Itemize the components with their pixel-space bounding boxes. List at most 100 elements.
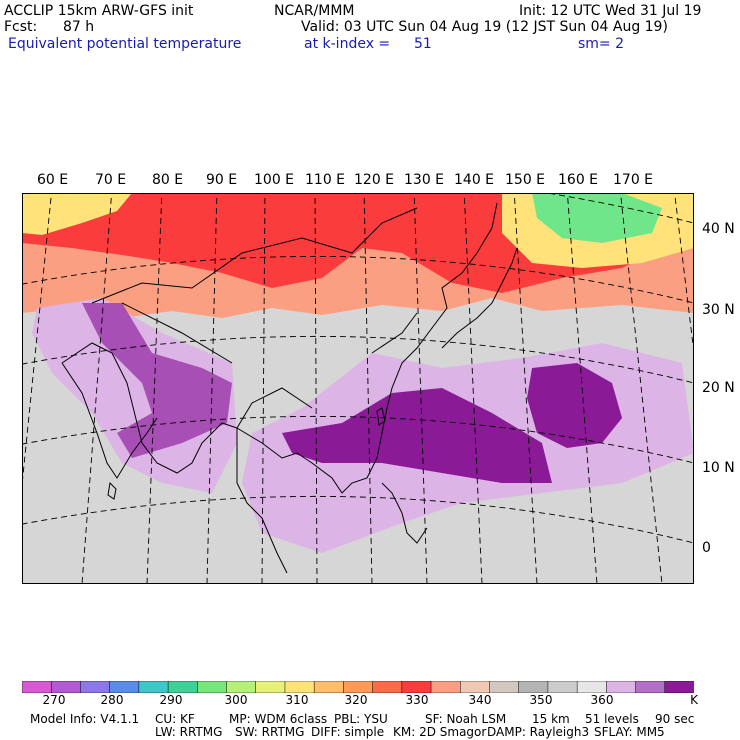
moist-core-typhoon — [527, 363, 622, 448]
lat-label: 0 — [702, 540, 711, 556]
colorbar-swatch — [518, 681, 549, 693]
lon-label: 130 E — [404, 172, 445, 188]
field-name: Equivalent potential temperature — [8, 36, 242, 52]
japan-outline — [441, 247, 518, 349]
colorbar-swatch — [138, 681, 169, 693]
colorbar-swatch — [109, 681, 140, 693]
meridian-line — [261, 193, 266, 584]
footer-diff: DIFF: simple — [311, 725, 385, 739]
colorbar-swatch — [284, 681, 315, 693]
lon-label: 110 E — [305, 172, 346, 188]
colorbar — [22, 681, 694, 693]
lat-label: 30 N — [702, 302, 735, 318]
colorbar-swatch — [167, 681, 198, 693]
lon-label: 160 E — [558, 172, 599, 188]
meridian-line — [620, 193, 663, 584]
meridian-line — [566, 193, 598, 584]
colorbar-tick: 350 — [529, 693, 553, 707]
lon-label: 100 E — [254, 172, 295, 188]
colorbar-swatch — [372, 681, 403, 693]
lon-label: 120 E — [354, 172, 395, 188]
colorbar-tick: 330 — [405, 693, 429, 707]
meridian-line — [206, 193, 218, 584]
footer-timestep: 90 sec — [655, 712, 695, 726]
forecast-label: Fcst: — [4, 19, 38, 35]
footer-sw: SW: RRTMG — [235, 725, 305, 739]
colorbar-swatch — [197, 681, 228, 693]
colorbar-tick: 320 — [344, 693, 368, 707]
lat-label: 20 N — [702, 380, 735, 396]
lon-label: 140 E — [454, 172, 495, 188]
colorbar-swatch — [489, 681, 520, 693]
colorbar-tick: 280 — [100, 693, 124, 707]
colorbar-swatch — [606, 681, 637, 693]
theta-e-map — [22, 193, 694, 584]
meridian-line — [513, 193, 538, 584]
colorbar-swatch — [80, 681, 111, 693]
footer-cu: CU: KF — [155, 712, 195, 726]
organization-label: NCAR/MMM — [274, 3, 355, 19]
parallel-line — [22, 255, 694, 304]
lon-label: 170 E — [613, 172, 654, 188]
meridian-line — [314, 193, 318, 584]
philippines-outline — [381, 482, 428, 544]
footer-km: KM: 2D Smagor — [393, 725, 487, 739]
lon-label: 80 E — [152, 172, 184, 188]
footer-sf: SF: Noah LSM — [425, 712, 507, 726]
footer-resolution: 15 km — [532, 712, 570, 726]
moist-core-south-china-sea — [282, 388, 552, 483]
taiwan-outline — [376, 407, 386, 426]
footer-levels: 51 levels — [585, 712, 639, 726]
init-time: Init: 12 UTC Wed 31 Jul 19 — [519, 3, 702, 19]
level-label: at k-index = — [304, 36, 391, 52]
sri-lanka-outline — [107, 481, 117, 500]
colorbar-swatch — [22, 681, 52, 693]
lon-label: 70 E — [95, 172, 127, 188]
colorbar-swatch — [576, 681, 607, 693]
meridian-line — [81, 193, 113, 584]
colorbar-tick: 360 — [590, 693, 614, 707]
lon-label: 60 E — [37, 172, 69, 188]
green-region-northeast — [532, 193, 662, 243]
colorbar-swatch — [635, 681, 666, 693]
colorbar-swatch — [547, 681, 578, 693]
coastline-india — [61, 362, 158, 479]
map-frame — [22, 193, 694, 584]
colorbar-swatch — [664, 681, 694, 693]
colorbar-tick: 340 — [468, 693, 492, 707]
footer-model-info: Model Info: V4.1.1 — [30, 712, 140, 726]
moist-region-india — [32, 298, 237, 493]
lat-label: 10 N — [702, 460, 735, 476]
lon-label: 150 E — [505, 172, 546, 188]
lat-label: 40 N — [702, 221, 735, 237]
colorbar-tick: 310 — [285, 693, 309, 707]
footer-mp: MP: WDM 6class — [229, 712, 328, 726]
meridian-line — [146, 193, 163, 584]
colorbar-swatch — [343, 681, 374, 693]
lon-label: 90 E — [206, 172, 238, 188]
parallel-line — [22, 495, 694, 544]
footer-pbl: PBL: YSU — [334, 712, 388, 726]
colorbar-swatch — [460, 681, 491, 693]
footer-lw: LW: RRTMG — [155, 725, 223, 739]
colorbar-swatch — [313, 681, 344, 693]
colorbar-swatch — [50, 681, 81, 693]
forecast-hours: 87 h — [63, 19, 95, 35]
colorbar-swatch — [226, 681, 257, 693]
colorbar-unit: K — [690, 693, 698, 707]
colorbar-swatch — [401, 681, 432, 693]
meridian-line — [463, 193, 483, 584]
colorbar-swatch — [430, 681, 461, 693]
level-value: 51 — [414, 36, 432, 52]
meridian-line — [413, 193, 428, 584]
model-title: ACCLIP 15km ARW-GFS init — [4, 3, 194, 19]
colorbar-tick: 300 — [224, 693, 248, 707]
borders — [91, 207, 418, 429]
colorbar-swatch — [255, 681, 286, 693]
moist-core-bay-of-bengal — [82, 303, 232, 458]
footer-sflay: SFLAY: MM5 — [594, 725, 665, 739]
parallel-line — [22, 415, 694, 464]
lat-lon-grid — [22, 193, 694, 584]
parallel-line — [22, 335, 694, 384]
footer-damp: DAMP: Rayleigh3 — [487, 725, 590, 739]
